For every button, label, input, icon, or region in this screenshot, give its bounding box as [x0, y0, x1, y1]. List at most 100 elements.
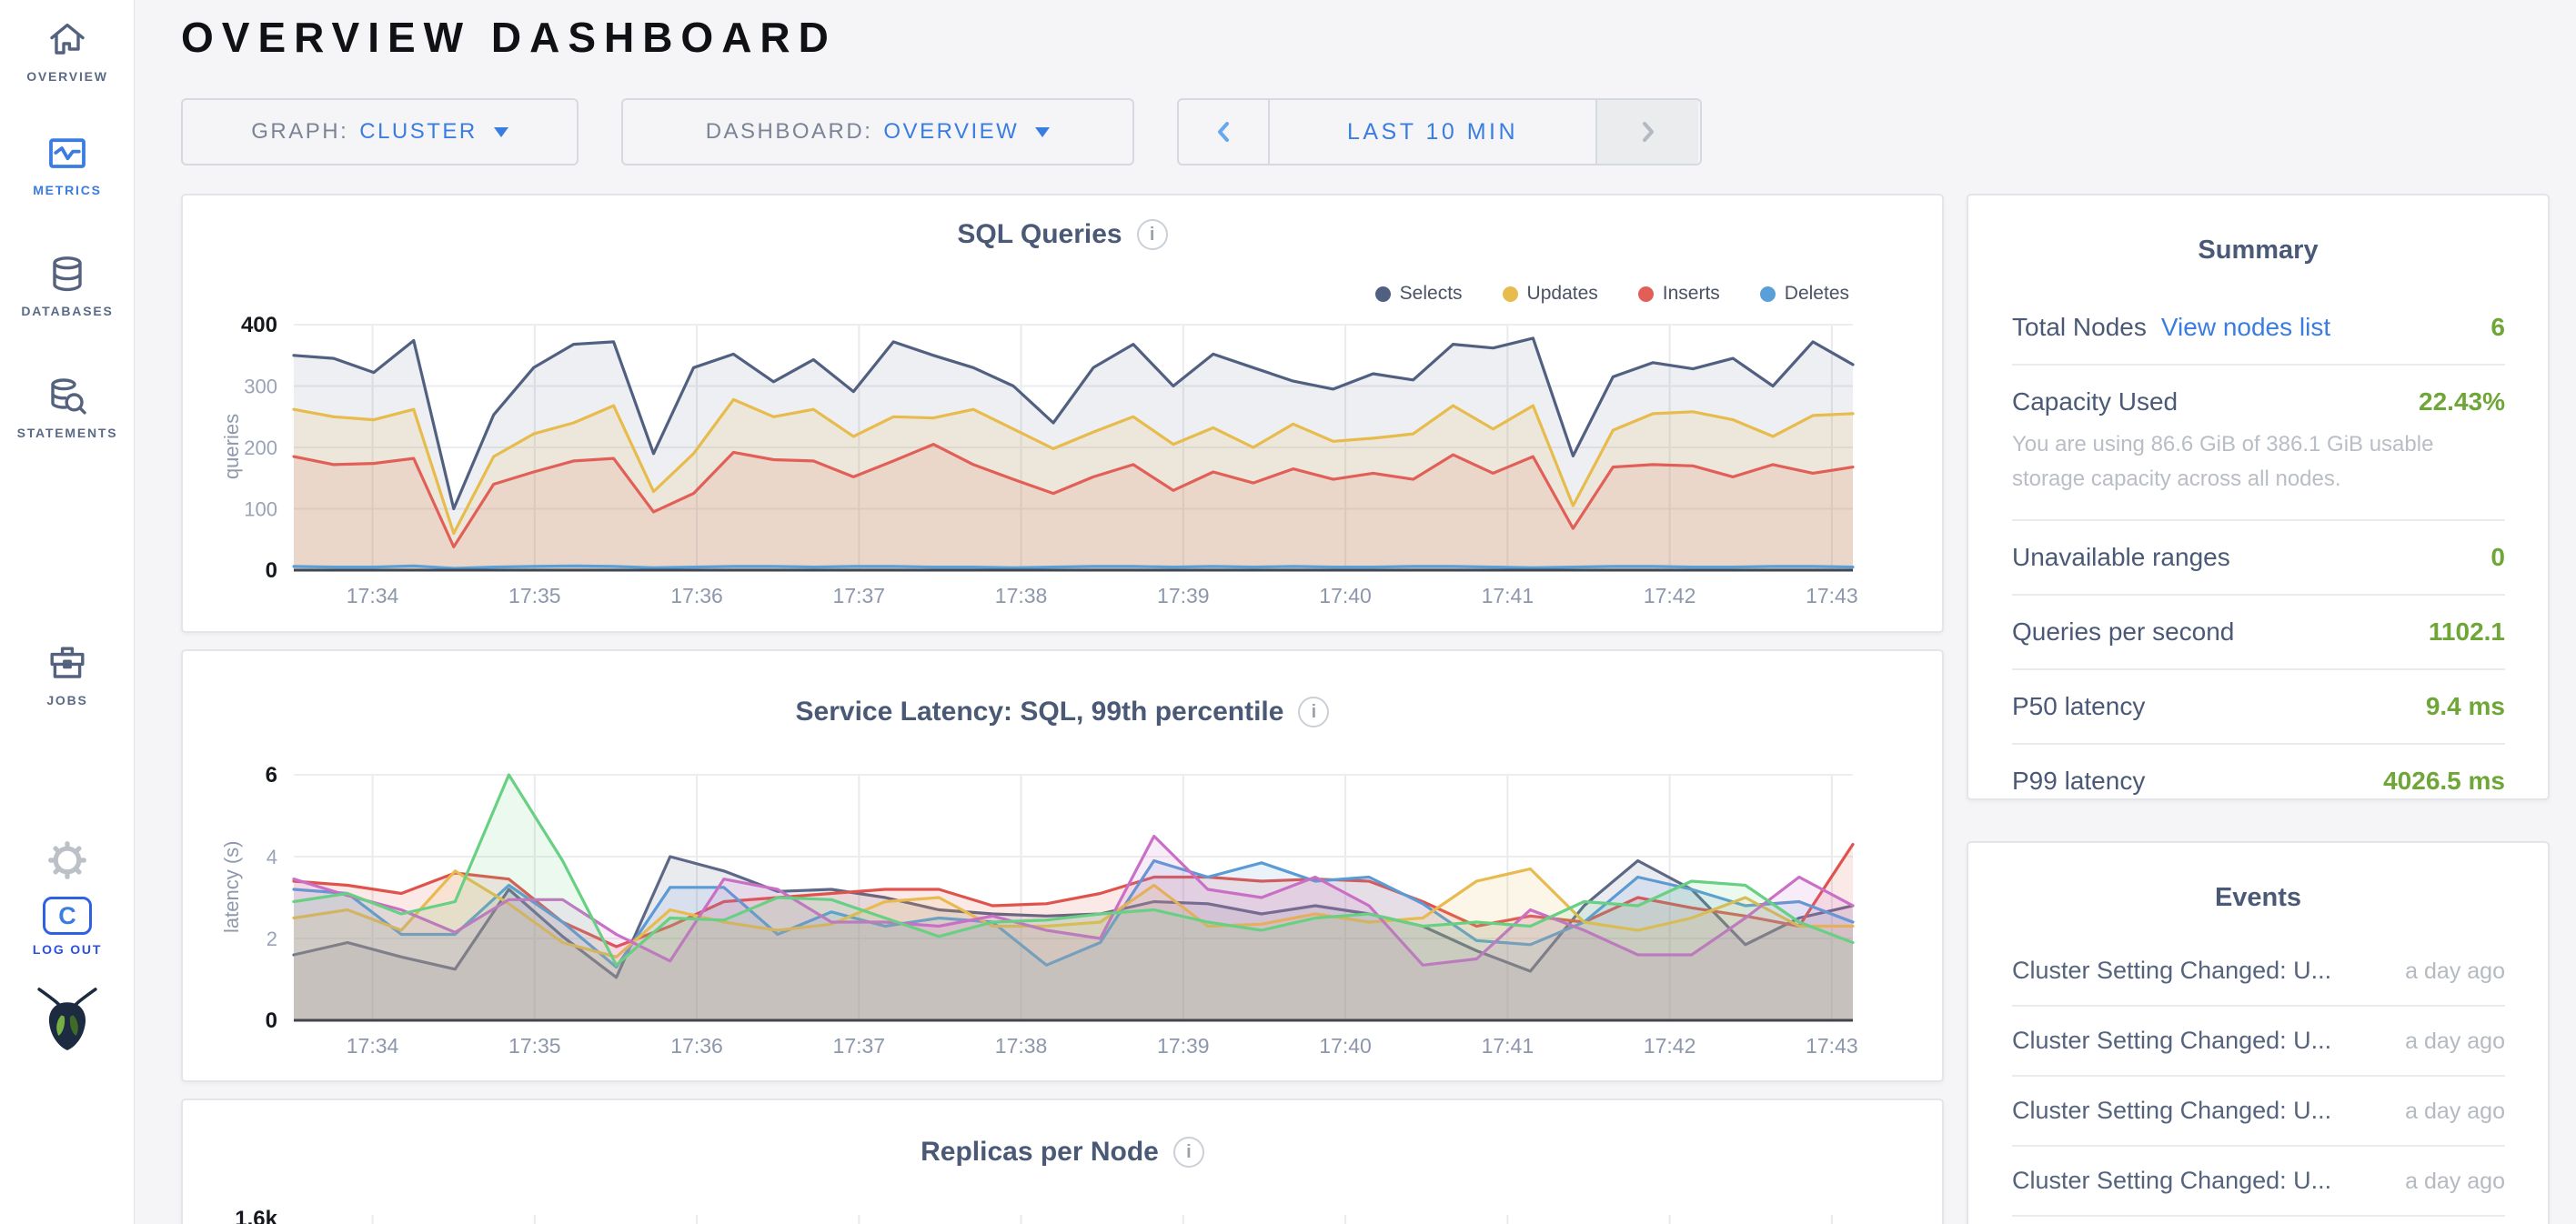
service-latency-chart: 17:34 17:35 17:36 17:37 17:38 17:39 17:40 17:41… — [266, 763, 1858, 1058]
sidebar-item-logout[interactable]: C LOG OUT — [0, 897, 135, 957]
sidebar-item-databases[interactable]: DATABASES — [0, 253, 135, 318]
chevron-down-icon — [1035, 126, 1051, 137]
legend-label: Selects — [1399, 283, 1463, 304]
chevron-left-icon — [1218, 122, 1229, 142]
dashboard-dropdown-label: DASHBOARD: — [705, 119, 873, 144]
time-range-value[interactable]: LAST 10 MIN — [1346, 118, 1519, 145]
sidebar-item-jobs[interactable]: JOBS — [0, 642, 135, 707]
legend-dot — [1502, 286, 1518, 302]
svg-text:400: 400 — [241, 313, 277, 337]
legend-item: Deletes — [1759, 283, 1849, 305]
svg-text:17:38: 17:38 — [995, 584, 1048, 607]
svg-text:17:42: 17:42 — [1644, 584, 1696, 607]
svg-text:17:43: 17:43 — [1806, 584, 1858, 607]
svg-text:2: 2 — [267, 928, 277, 950]
graph-dropdown[interactable]: GRAPH: CLUSTER — [181, 98, 579, 166]
svg-text:17:38: 17:38 — [995, 1034, 1048, 1058]
svg-text:200: 200 — [244, 436, 277, 459]
svg-text:100: 100 — [244, 498, 277, 521]
event-text[interactable]: Cluster Setting Changed: U... — [2012, 957, 2332, 984]
sidebar-item-statements[interactable]: STATEMENTS — [0, 375, 135, 440]
sidebar-item-overview[interactable]: OVERVIEW — [0, 18, 135, 84]
event-text[interactable]: Cluster Setting Changed: U... — [2012, 1097, 2332, 1124]
sidebar-item-settings[interactable] — [0, 838, 135, 889]
svg-text:17:41: 17:41 — [1482, 1034, 1535, 1058]
service-latency-chart-card: Service Latency: SQL, 99th percentile i … — [181, 649, 1944, 1082]
summary-row: Unavailable ranges 0 — [2012, 521, 2505, 596]
sidebar: OVERVIEW METRICS DATABASES STATEMENTS JOBS — [0, 0, 135, 1224]
cockroach-bug-icon — [33, 980, 102, 1057]
info-icon[interactable]: i — [1298, 697, 1330, 727]
legend-dot — [1374, 286, 1391, 302]
event-text[interactable]: Cluster Setting Changed: U... — [2012, 1167, 2332, 1194]
legend-label: Deletes — [1784, 283, 1849, 304]
summary-label: Total Nodes — [2012, 313, 2147, 341]
logout-label: LOG OUT — [32, 942, 103, 957]
svg-text:17:36: 17:36 — [670, 584, 723, 607]
svg-text:17:41: 17:41 — [1482, 584, 1535, 607]
svg-text:17:37: 17:37 — [833, 1034, 886, 1058]
svg-text:17:34: 17:34 — [347, 1034, 399, 1058]
svg-text:4: 4 — [267, 846, 277, 868]
graph-dropdown-value: CLUSTER — [359, 119, 478, 144]
sidebar-item-label: JOBS — [46, 693, 88, 707]
info-icon[interactable]: i — [1172, 1137, 1204, 1168]
sidebar-item-label: STATEMENTS — [16, 426, 118, 440]
info-icon[interactable]: i — [1136, 219, 1168, 250]
chart-title: SQL Queries — [957, 219, 1122, 249]
events-panel: Events Cluster Setting Changed: U... a da… — [1967, 841, 2550, 1224]
svg-text:17:35: 17:35 — [508, 1034, 561, 1058]
replicas-per-node-chart-card: Replicas per Node i 1.6k — [181, 1099, 1944, 1224]
time-range-selector: LAST 10 MIN — [1177, 98, 1702, 166]
cockroach-logo[interactable] — [0, 980, 135, 1064]
event-row: Cluster Setting Changed: U... a day ago — [2012, 937, 2505, 1007]
chart-title: Service Latency: SQL, 99th percentile — [795, 697, 1284, 727]
summary-row: Total Nodes View nodes list 6 — [2012, 291, 2505, 366]
sidebar-item-label: METRICS — [33, 183, 102, 197]
legend-label: Updates — [1526, 283, 1598, 304]
svg-text:0: 0 — [266, 1008, 277, 1033]
event-text[interactable]: Cluster Setting Changed: U... — [2012, 1027, 2332, 1054]
svg-text:17:36: 17:36 — [670, 1034, 723, 1058]
time-prev-button[interactable] — [1179, 100, 1270, 164]
briefcase-icon — [45, 642, 89, 686]
logout-icon: C — [43, 897, 92, 935]
svg-text:17:34: 17:34 — [347, 584, 399, 607]
svg-text:6: 6 — [266, 763, 277, 788]
time-next-button[interactable] — [1595, 100, 1698, 164]
sidebar-item-label: DATABASES — [21, 304, 114, 318]
legend-item: Updates — [1502, 283, 1598, 305]
summary-value: 22.43% — [2419, 387, 2505, 416]
event-time: a day ago — [2405, 1169, 2505, 1194]
home-icon — [45, 18, 89, 62]
summary-label: Capacity Used — [2012, 387, 2179, 416]
chart-legend: Selects Updates Inserts Deletes — [1374, 283, 1849, 305]
event-time: a day ago — [2405, 958, 2505, 984]
summary-label: P50 latency — [2012, 691, 2146, 720]
sidebar-item-metrics[interactable]: METRICS — [0, 132, 135, 197]
legend-item: Inserts — [1637, 283, 1720, 305]
graph-dropdown-label: GRAPH: — [251, 119, 349, 144]
dashboard-dropdown[interactable]: DASHBOARD: OVERVIEW — [621, 98, 1134, 166]
event-row: Cluster Setting Changed: U... a day ago — [2012, 1147, 2505, 1217]
svg-text:17:40: 17:40 — [1319, 1034, 1372, 1058]
summary-label: Queries per second — [2012, 617, 2235, 646]
svg-text:17:40: 17:40 — [1319, 584, 1372, 607]
summary-value: 4026.5 ms — [2383, 766, 2505, 795]
svg-text:0: 0 — [266, 558, 277, 583]
svg-text:17:42: 17:42 — [1644, 1034, 1696, 1058]
replicas-per-node-chart: 1.6k — [235, 1207, 1833, 1224]
chevron-right-icon — [1642, 122, 1654, 142]
summary-title: Summary — [2198, 236, 2319, 265]
gear-icon — [45, 838, 89, 882]
event-time: a day ago — [2405, 1099, 2505, 1124]
legend-item: Selects — [1374, 283, 1463, 305]
view-nodes-link[interactable]: View nodes list — [2160, 313, 2331, 341]
dashboard-dropdown-value: OVERVIEW — [883, 119, 1020, 144]
svg-text:17:39: 17:39 — [1157, 1034, 1210, 1058]
summary-row: P99 latency 4026.5 ms — [2012, 745, 2505, 818]
summary-value: 0 — [2490, 542, 2505, 571]
summary-row: Queries per second 1102.1 — [2012, 596, 2505, 670]
summary-row: P50 latency 9.4 ms — [2012, 670, 2505, 745]
